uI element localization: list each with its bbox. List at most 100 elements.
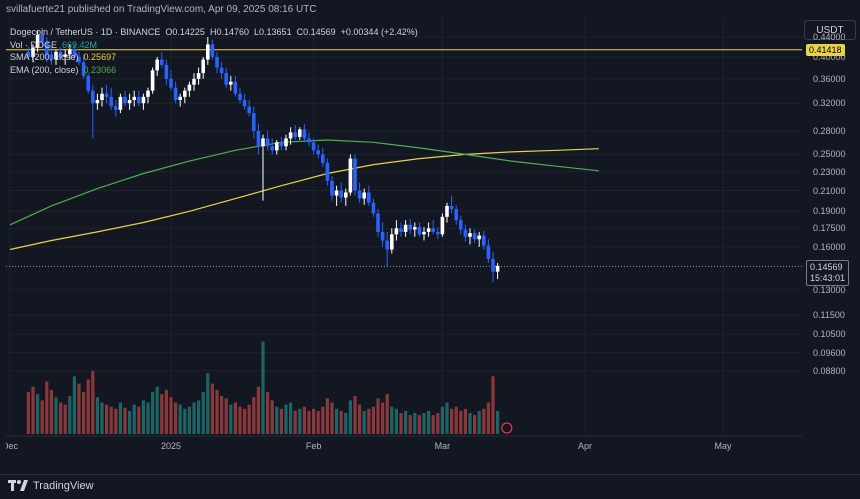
last-price-value: 0.14569 — [810, 262, 843, 273]
volume-bar — [293, 410, 297, 434]
x-tick-label: May — [714, 441, 732, 451]
volume-bar — [376, 398, 380, 434]
volume-bar — [118, 402, 122, 434]
brand-label: TradingView — [33, 480, 94, 492]
candle-body — [63, 54, 67, 57]
candle-body — [362, 192, 366, 199]
volume-bar — [266, 392, 270, 434]
candle-body — [114, 106, 118, 110]
candle-body — [247, 106, 251, 114]
volume-bar — [45, 381, 49, 434]
candle-body — [436, 231, 440, 235]
volume-bar — [59, 402, 63, 434]
volume-bar — [422, 413, 426, 434]
chart-svg[interactable]: Dec 2025 Feb Mar Apr May — [6, 18, 802, 454]
candle-body — [357, 190, 362, 199]
volume-bar — [256, 386, 260, 434]
ema-value: 0.23066 — [83, 64, 117, 75]
volume-bar — [486, 402, 490, 434]
volume-bar — [95, 397, 99, 434]
volume-line[interactable]: Vol · DOGE 669.42M — [10, 39, 418, 52]
y-tick-label: 0.25000 — [813, 149, 846, 160]
candle-body — [459, 220, 463, 230]
volume-bar — [348, 400, 352, 434]
volume-bar — [454, 406, 458, 434]
symbol-line: Dogecoin / TetherUS · 1D · BINANCE O0.14… — [10, 26, 418, 39]
candle-body — [118, 96, 123, 110]
candle-body — [279, 142, 284, 147]
candle-body — [224, 73, 228, 85]
candle-body — [252, 113, 256, 131]
candle-body — [413, 227, 417, 230]
candle-body — [35, 34, 40, 48]
candle-body — [321, 154, 325, 163]
currency-button[interactable]: USDT — [804, 20, 856, 40]
candle-body — [334, 190, 339, 196]
volume-bar — [243, 408, 247, 434]
volume-bar — [371, 406, 375, 434]
ohlc-change: +0.00344 (+2.42%) — [340, 27, 418, 37]
candle-body — [298, 129, 302, 137]
y-tick-label: 0.16000 — [813, 241, 846, 252]
candle-body — [491, 258, 495, 272]
sma-line — [9, 148, 599, 251]
ohlc-low: L0.13651 — [254, 27, 292, 37]
candle-body — [275, 142, 279, 151]
volume-bar — [210, 383, 214, 434]
symbol-label[interactable]: Dogecoin / TetherUS · 1D · BINANCE — [10, 27, 161, 37]
volume-bar — [146, 402, 150, 434]
ohlc-close: C0.14569 — [296, 27, 336, 37]
volume-bar — [261, 341, 265, 434]
volume-bar — [49, 389, 53, 434]
volume-bar — [270, 400, 274, 434]
candle-body — [390, 234, 394, 250]
plot-area[interactable]: Dec 2025 Feb Mar Apr May — [6, 18, 802, 454]
sma-value: 0.25697 — [83, 52, 117, 62]
volume-bar — [302, 406, 306, 434]
volume-bar — [307, 410, 311, 434]
volume-bar — [445, 402, 449, 434]
candle-body — [270, 146, 274, 151]
ema-line[interactable]: EMA (200, close) 0.23066 — [10, 64, 418, 77]
x-tick-label: Feb — [306, 441, 322, 451]
candle-body — [344, 192, 348, 198]
candle-body — [229, 81, 233, 85]
chart-legend: Dogecoin / TetherUS · 1D · BINANCE O0.14… — [10, 26, 418, 76]
volume-bar — [358, 404, 362, 434]
volume-bar — [151, 392, 155, 434]
candle-body — [54, 51, 58, 60]
y-tick-label: 0.17500 — [813, 223, 846, 234]
ohlc-high: H0.14760 — [209, 27, 250, 37]
volume-bar — [86, 379, 90, 434]
candle-body — [215, 56, 219, 68]
candle-body — [109, 96, 113, 107]
candle-body — [77, 56, 81, 63]
volume-bar — [206, 373, 210, 434]
tradingview-logo[interactable]: TradingView — [8, 480, 94, 492]
volume-bar — [381, 402, 385, 434]
volume-bar — [128, 410, 132, 434]
candle-body — [164, 64, 169, 79]
volume-bar — [31, 386, 35, 434]
candle-body — [123, 96, 127, 104]
volume-bar — [40, 400, 44, 434]
volume-bar — [215, 389, 219, 434]
hline-price-tag: 0.41418 — [806, 43, 845, 56]
volume-bar — [114, 408, 118, 434]
volume-bar — [431, 415, 435, 434]
x-tick-label: Dec — [6, 441, 18, 451]
y-tick-label: 0.08800 — [813, 365, 846, 376]
candle-body — [399, 228, 403, 232]
candle-body — [137, 96, 141, 104]
candle-body — [233, 81, 238, 94]
volume-bar — [155, 386, 159, 434]
y-tick-label: 0.28000 — [813, 125, 846, 136]
volume-bar — [123, 407, 127, 434]
sma-line[interactable]: SMA (200, close) 0.25697 — [10, 51, 418, 64]
volume-bar — [63, 404, 67, 434]
volume-bar — [321, 406, 325, 434]
volume-bar — [238, 406, 242, 434]
candle-body — [353, 158, 357, 191]
volume-bar — [413, 413, 417, 434]
publisher-text: svillafuerte21 published on TradingView.… — [6, 4, 317, 15]
